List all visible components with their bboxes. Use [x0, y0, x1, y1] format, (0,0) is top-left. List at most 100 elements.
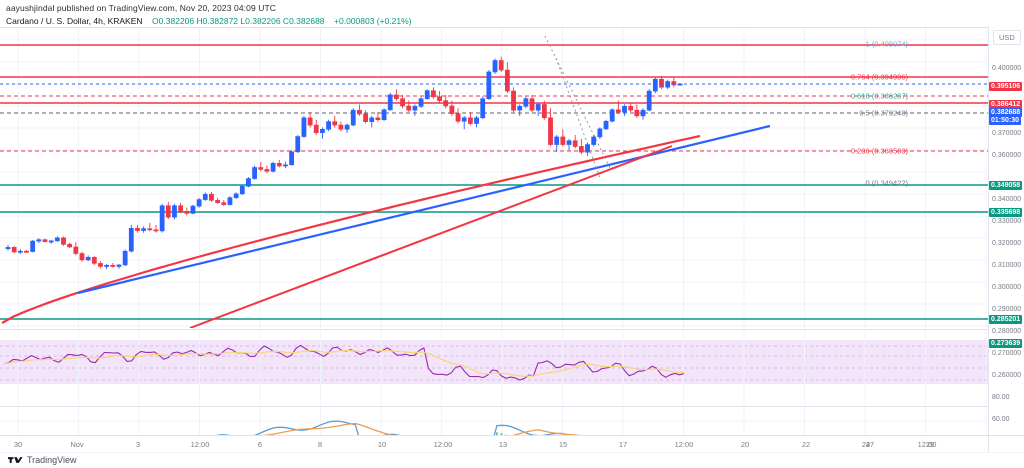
time-tick: 13 — [498, 440, 508, 449]
time-tick: 24 — [861, 440, 871, 449]
candlestick — [412, 104, 418, 116]
price-badge[interactable]: 0.273639 — [989, 339, 1023, 348]
candlestick — [597, 127, 603, 139]
candlestick — [517, 104, 523, 116]
ma-fast-line[interactable] — [77, 124, 771, 295]
candlestick — [578, 138, 584, 155]
rsi-pane[interactable] — [0, 329, 988, 405]
candlestick — [301, 115, 307, 138]
attribution-text: aayushjindal published on TradingView.co… — [6, 3, 277, 13]
candlestick — [227, 196, 233, 206]
candlestick — [548, 108, 553, 147]
price-series-layer — [0, 28, 988, 328]
time-tick: 17 — [618, 440, 628, 449]
currency-label: USD — [993, 30, 1021, 45]
candlestick — [381, 108, 387, 121]
price-tick: 0.300000 — [992, 284, 1022, 291]
price-tick: 0.370000 — [992, 130, 1022, 137]
candlestick — [467, 112, 473, 126]
candlestick — [387, 92, 393, 111]
candlestick — [283, 161, 288, 169]
price-badge[interactable]: 0.349058 — [989, 181, 1023, 190]
candlestick — [98, 261, 103, 269]
candlestick — [492, 58, 498, 74]
candlestick — [344, 123, 350, 134]
chart-legend: Cardano / U. S. Dollar, 4h, KRAKEN O0.38… — [6, 16, 412, 26]
candlestick — [153, 224, 159, 233]
descending-trendline[interactable] — [544, 35, 611, 169]
candlestick — [560, 129, 566, 147]
candlestick — [652, 77, 658, 93]
candlestick — [504, 62, 510, 93]
price-badge[interactable]: 0.395106 — [989, 82, 1023, 91]
time-tick: 12:00 — [190, 440, 210, 449]
candlestick — [320, 127, 325, 139]
candlestick — [79, 251, 85, 262]
candlestick — [289, 150, 294, 166]
candlestick — [369, 115, 375, 128]
candlestick — [252, 165, 258, 180]
candlestick — [276, 159, 282, 168]
price-badge[interactable]: 0.382688 — [989, 108, 1023, 117]
symbol-label: Cardano / U. S. Dollar, 4h, KRAKEN — [6, 16, 143, 26]
candlestick — [270, 161, 276, 173]
candlestick — [178, 202, 184, 214]
price-badge[interactable]: 0.285201 — [989, 315, 1023, 324]
price-tick: 0.260000 — [992, 372, 1022, 379]
price-tick: 0.310000 — [992, 262, 1022, 269]
candlestick — [572, 135, 578, 149]
tradingview-logo[interactable]: TradingView — [8, 455, 77, 465]
candlestick — [73, 242, 79, 256]
fib-level-label: 0.618 (0.386287) — [850, 91, 908, 101]
candlestick — [640, 108, 646, 120]
price-badge[interactable]: 01:50:30 — [989, 116, 1022, 125]
price-tick: 0.270000 — [992, 350, 1022, 357]
candlestick — [215, 198, 221, 204]
price-tick: 0.360000 — [992, 152, 1022, 159]
candlestick — [443, 94, 449, 109]
candlestick — [135, 224, 140, 233]
time-tick: 27 — [865, 440, 875, 449]
candlestick — [42, 238, 48, 243]
candlestick — [523, 96, 529, 109]
candlestick — [591, 135, 597, 147]
candlestick — [350, 108, 356, 127]
candlestick — [36, 238, 42, 244]
candlestick — [165, 201, 171, 220]
candlestick — [480, 96, 486, 119]
price-badge[interactable]: 0.386412 — [989, 100, 1023, 109]
descending-trendline-2[interactable] — [555, 57, 601, 179]
candlestick — [357, 104, 362, 116]
price-badge[interactable]: 0.335698 — [989, 208, 1023, 217]
candlestick — [67, 242, 73, 249]
time-tick: Nov — [70, 440, 84, 449]
price-tick: 80.00 — [992, 394, 1010, 401]
candlestick — [184, 207, 190, 216]
price-axis[interactable]: USD 0.4000000.3900000.3800000.3700000.36… — [988, 27, 1024, 445]
candlestick — [332, 115, 338, 128]
ma-slow-line[interactable] — [1, 134, 701, 324]
candlestick — [541, 100, 547, 120]
candlestick — [406, 100, 412, 113]
candlestick — [566, 138, 572, 151]
price-tick: 60.00 — [992, 416, 1010, 423]
time-axis[interactable]: 30 Nov 3 12:00 6 8 10 12:00 13 15 17 12:00 20 22 24 12:… — [0, 435, 1024, 453]
candlestick — [449, 100, 455, 116]
chart-plot-area[interactable]: 1 (0.409074) 0.764 (0.394996) 0.618 (0.386… — [0, 27, 988, 458]
fib-level-label: 1 (0.409074) — [865, 39, 908, 49]
time-tick: 12:00 — [433, 440, 453, 449]
candlestick — [11, 245, 17, 254]
candlestick — [233, 192, 239, 199]
price-tick: 0.280000 — [992, 328, 1022, 335]
price-pane[interactable]: 1 (0.409074) 0.764 (0.394996) 0.618 (0.386… — [0, 28, 988, 328]
candlestick — [104, 263, 110, 270]
candlestick — [511, 87, 516, 113]
trendline-red[interactable] — [189, 145, 673, 328]
candlestick — [498, 56, 504, 72]
brand-label: TradingView — [27, 455, 77, 465]
candlestick — [30, 240, 36, 253]
time-tick: 3 — [135, 440, 141, 449]
axis-separator — [988, 436, 989, 453]
candlestick — [159, 203, 165, 233]
time-tick: 29 — [925, 440, 935, 449]
